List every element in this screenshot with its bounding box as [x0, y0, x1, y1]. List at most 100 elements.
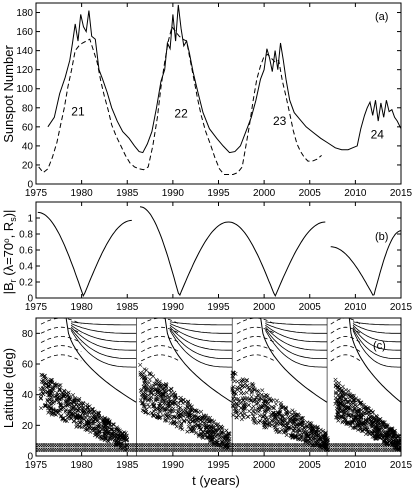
polar-field-curve — [37, 211, 132, 298]
butterfly-mark — [203, 433, 208, 438]
contour-line-dashed — [236, 354, 276, 362]
butterfly-mark — [291, 428, 296, 433]
cycle-label: 21 — [71, 104, 85, 118]
band-mark — [291, 443, 296, 448]
panel-a-axes: 1975 1980 1985 1990 1995 2000 2005 2010 2015 0 20 4… — [16, 3, 413, 199]
y-tick-label: 0.6 — [19, 246, 33, 257]
butterfly-mark — [299, 433, 304, 438]
band-mark — [312, 447, 317, 453]
contour-line — [70, 324, 137, 343]
butterfly-mark — [44, 385, 49, 390]
x-tick-label: 1990 — [162, 302, 185, 313]
band-mark — [341, 443, 347, 448]
butterfly-mark — [147, 377, 152, 382]
butterfly-mark — [193, 408, 198, 413]
band-mark — [179, 447, 185, 453]
butterfly-mark — [139, 401, 144, 406]
band-mark — [61, 447, 66, 453]
butterfly-mark — [201, 430, 206, 435]
butterfly-mark — [296, 417, 301, 422]
butterfly-mark — [235, 403, 240, 408]
band-mark — [54, 443, 59, 448]
band-mark — [177, 447, 182, 453]
butterfly-mark — [270, 404, 275, 409]
band-mark — [207, 443, 212, 448]
contour-line — [71, 321, 137, 326]
butterfly-mark — [283, 405, 288, 410]
band-mark — [266, 447, 271, 453]
butterfly-mark — [141, 384, 146, 389]
band-mark — [147, 443, 153, 448]
butterfly-mark — [342, 414, 347, 420]
butterfly-mark — [140, 408, 145, 413]
contour-line — [352, 326, 401, 351]
band-mark — [341, 447, 347, 453]
band-mark — [296, 447, 301, 453]
butterfly-mark — [241, 406, 246, 411]
butterfly-mark — [356, 423, 361, 428]
band-mark — [40, 443, 46, 448]
butterfly-mark — [198, 418, 203, 423]
butterfly-mark — [79, 425, 84, 430]
butterfly-mark — [320, 434, 325, 439]
band-mark — [106, 447, 112, 453]
butterfly-mark — [64, 391, 69, 396]
butterfly-mark — [187, 411, 192, 416]
butterfly-mark — [276, 430, 281, 435]
butterfly-mark — [366, 417, 371, 422]
butterfly-mark — [181, 419, 186, 424]
band-mark — [232, 443, 237, 448]
butterfly-mark — [359, 415, 364, 420]
x-tick-label: 1975 — [25, 302, 48, 313]
butterfly-mark — [143, 388, 148, 393]
butterfly-mark — [398, 437, 401, 442]
butterfly-mark — [342, 410, 347, 415]
butterfly-mark — [50, 389, 55, 394]
band-mark — [159, 447, 164, 453]
contour-line — [169, 323, 233, 334]
butterfly-mark — [267, 423, 272, 428]
contour-line — [169, 324, 233, 343]
butterfly-mark — [351, 425, 356, 430]
y-tick-label: 40 — [22, 141, 34, 152]
butterfly-mark — [72, 397, 77, 402]
butterfly-mark — [190, 429, 195, 434]
band-mark — [161, 447, 166, 453]
butterfly-mark — [38, 386, 43, 391]
butterfly-mark — [277, 412, 282, 417]
band-mark — [65, 443, 71, 448]
band-mark — [68, 447, 73, 453]
band-mark — [378, 443, 383, 448]
butterfly-mark — [220, 439, 225, 444]
butterfly-mark — [173, 392, 178, 397]
butterfly-mark — [53, 394, 59, 399]
contour-line — [348, 318, 401, 403]
panel-a-ylabel: Sunspot Number — [1, 45, 16, 143]
butterfly-mark — [344, 405, 349, 410]
contour-line — [352, 330, 401, 368]
butterfly-mark — [174, 420, 179, 425]
butterfly-mark — [284, 423, 289, 428]
butterfly-mark — [264, 405, 269, 410]
butterfly-mark — [92, 410, 97, 415]
band-mark — [348, 443, 354, 448]
contour-line-dashed — [330, 326, 361, 334]
band-mark — [188, 443, 194, 448]
band-mark — [255, 447, 260, 453]
band-mark — [209, 443, 214, 448]
band-mark — [375, 447, 381, 453]
butterfly-mark — [207, 425, 212, 430]
band-mark — [334, 447, 340, 453]
butterfly-mark — [307, 436, 312, 441]
butterfly-mark — [81, 401, 86, 406]
butterfly-mark — [49, 406, 54, 411]
butterfly-mark — [274, 421, 279, 426]
butterfly-mark — [352, 407, 357, 412]
band-mark — [104, 443, 109, 448]
butterfly-mark — [230, 373, 235, 378]
band-mark — [300, 443, 306, 448]
band-mark — [398, 447, 401, 453]
panel-c-ylabel: Latitude (deg) — [1, 348, 16, 428]
y-tick-label: 60 — [22, 122, 34, 133]
butterfly-mark — [253, 411, 258, 416]
